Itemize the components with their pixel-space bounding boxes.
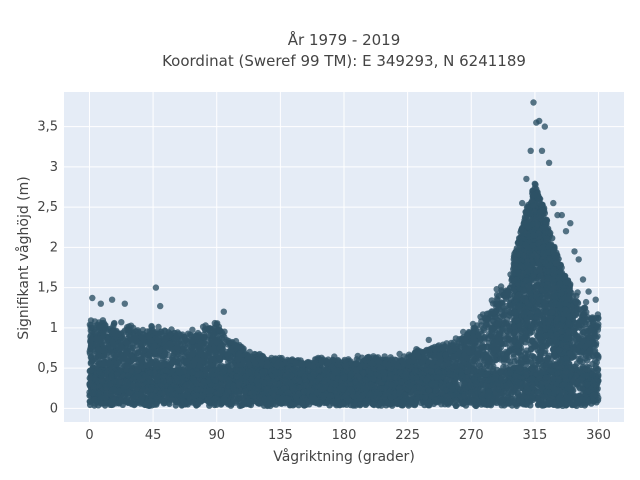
data-point	[574, 340, 581, 348]
data-point	[579, 329, 587, 336]
data-point	[381, 353, 388, 360]
data-point	[369, 360, 376, 367]
data-point	[491, 347, 498, 354]
data-point	[87, 324, 94, 331]
data-point	[486, 332, 494, 340]
data-point	[145, 333, 152, 340]
data-point	[189, 326, 196, 333]
data-point	[492, 332, 500, 339]
data-point	[418, 359, 426, 366]
data-point	[442, 351, 449, 359]
data-point	[219, 331, 227, 339]
data-point	[572, 334, 580, 341]
data-point	[210, 325, 218, 332]
data-point	[219, 348, 226, 355]
data-point	[129, 344, 136, 351]
data-point	[485, 310, 493, 317]
data-point	[162, 328, 169, 335]
data-point	[162, 335, 170, 342]
data-point	[504, 352, 511, 360]
data-point	[494, 341, 501, 348]
data-point	[477, 344, 485, 352]
data-point	[499, 327, 506, 334]
data-point	[115, 359, 122, 367]
data-point	[445, 360, 452, 367]
data-point	[501, 340, 508, 348]
data-point	[471, 325, 478, 332]
data-point	[95, 321, 102, 329]
data-point	[130, 356, 137, 363]
data-point	[118, 319, 125, 326]
data-point	[452, 359, 459, 366]
data-point	[501, 308, 509, 315]
data-points	[86, 99, 602, 410]
data-point	[161, 351, 169, 358]
data-point	[595, 314, 602, 322]
data-point	[86, 348, 93, 355]
data-point	[573, 360, 581, 367]
data-point	[496, 349, 504, 357]
data-point	[173, 344, 181, 351]
data-point	[196, 343, 203, 350]
data-point	[110, 322, 117, 330]
data-point	[492, 314, 499, 321]
data-point	[189, 350, 196, 358]
data-point	[578, 350, 586, 357]
data-point	[239, 345, 246, 353]
data-point	[162, 344, 169, 351]
chart-title-line2: Koordinat (Sweref 99 TM): E 349293, N 62…	[162, 52, 526, 70]
data-point	[118, 344, 126, 352]
data-point	[493, 291, 501, 298]
data-point	[118, 353, 126, 361]
data-point	[589, 321, 596, 328]
data-point	[574, 299, 582, 307]
data-point	[169, 359, 176, 366]
data-point	[190, 333, 197, 340]
data-point	[229, 339, 236, 346]
data-point	[477, 328, 484, 335]
data-point	[426, 346, 433, 353]
data-point	[182, 336, 189, 343]
chart-title-line1: År 1979 - 2019	[288, 30, 401, 49]
data-point	[477, 336, 484, 344]
data-point	[494, 297, 501, 304]
